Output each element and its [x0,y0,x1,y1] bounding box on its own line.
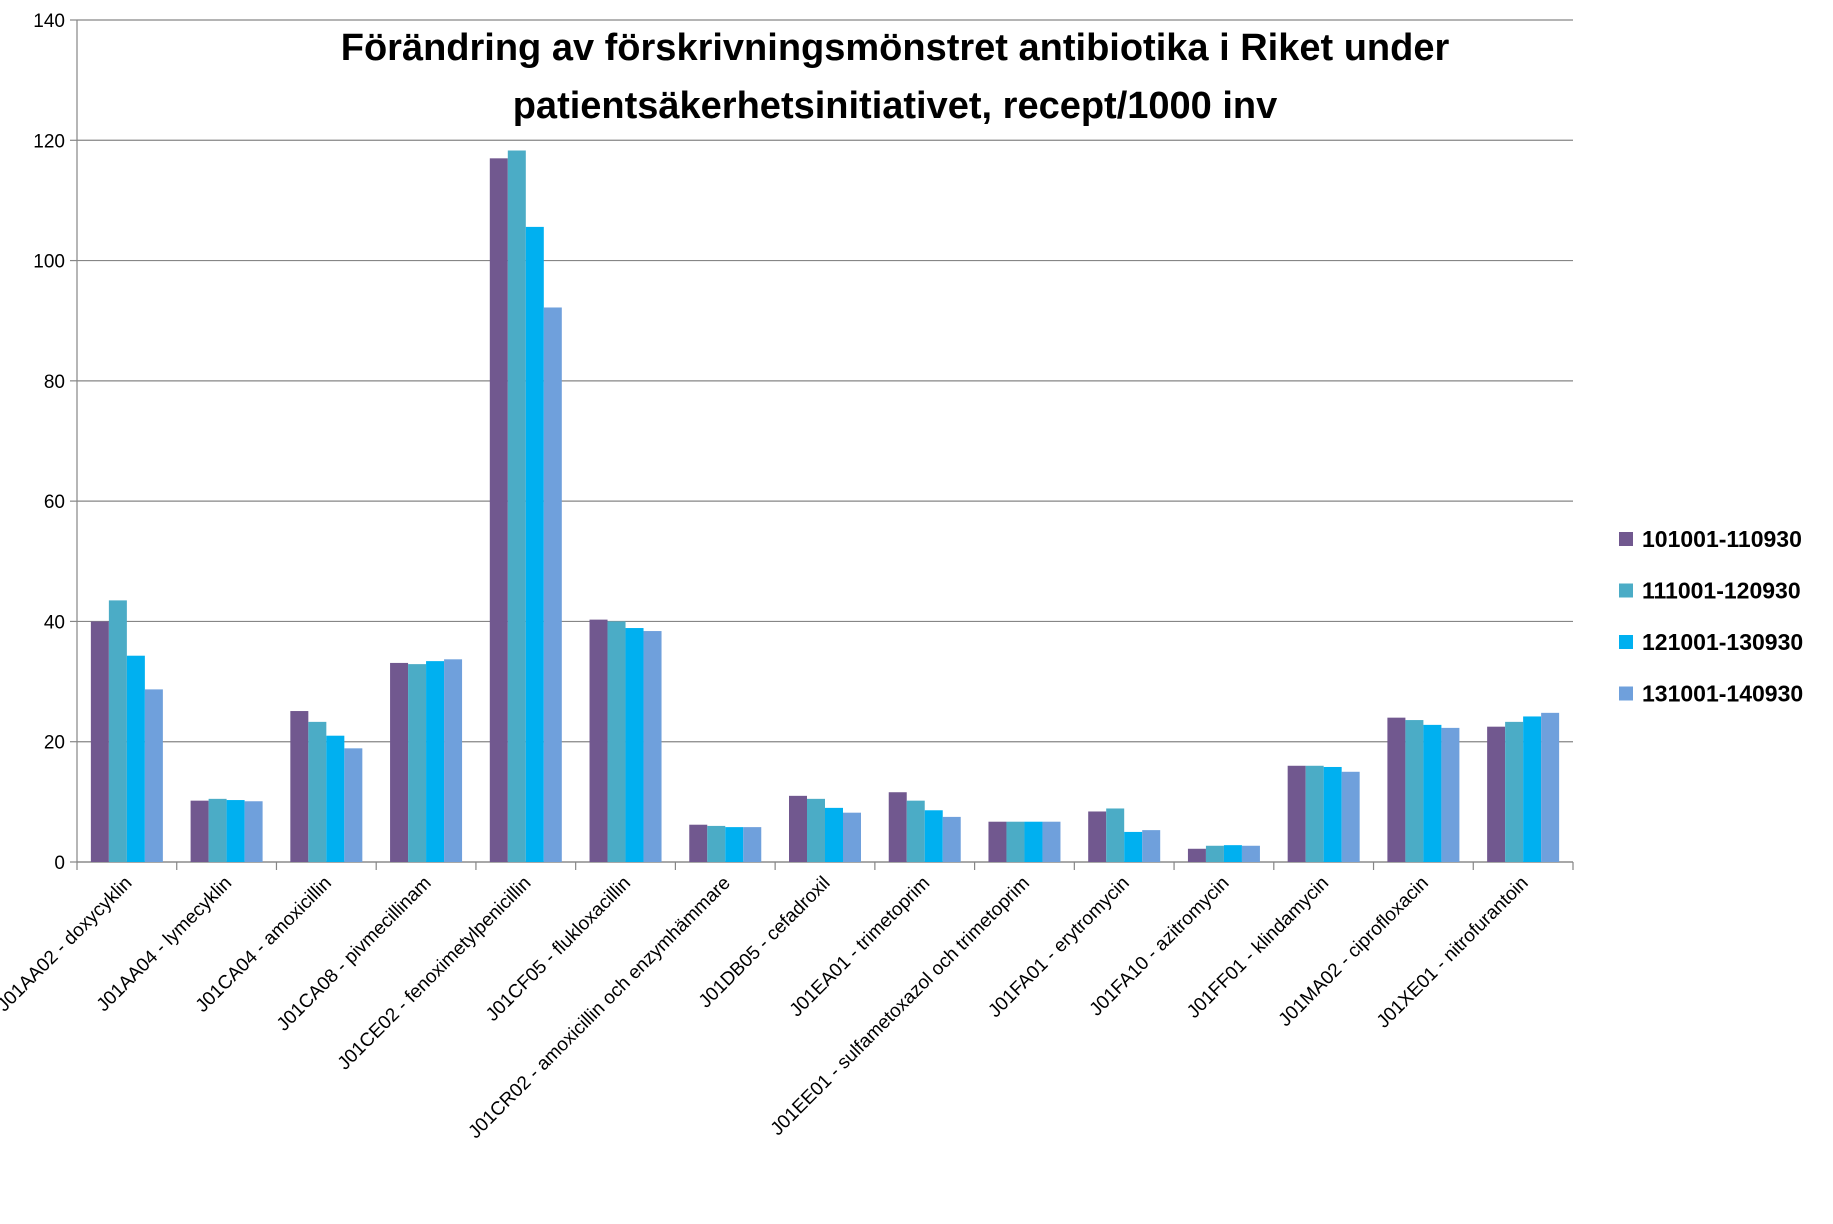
bar [489,158,508,863]
y-tick-label: 40 [44,612,65,633]
bar [942,816,961,862]
bar [1387,717,1406,862]
bar [1024,821,1043,862]
bar [1187,848,1206,862]
bar [689,824,708,862]
bar [507,150,526,862]
bar [924,810,943,862]
y-tick-label: 0 [54,853,65,874]
bar [906,800,925,862]
bar [1142,830,1161,862]
bar [1106,808,1125,862]
x-tick-label: J01CE02 - fenoximetylpenicillin [334,873,536,1075]
y-tick-label: 100 [33,252,65,273]
bar [1487,726,1506,862]
bar [789,795,807,862]
bar [1405,720,1424,862]
bar [244,801,263,862]
bar [444,659,463,862]
bar [643,631,662,862]
bar [308,721,327,862]
bar [589,619,608,862]
chart-title: Förändring av förskrivningsmönstret anti… [341,27,1450,69]
bar [226,800,245,862]
bar [807,798,825,862]
bar [1088,811,1107,862]
bar [390,662,409,862]
bar [1042,821,1061,862]
bar [144,689,163,862]
bar [825,807,843,862]
bar [1505,721,1524,862]
legend-swatch [1619,583,1633,598]
legend-label: 121001-130930 [1642,629,1803,655]
bar [1423,724,1442,862]
bar [1541,712,1560,862]
bar [988,821,1007,862]
bar [326,735,345,862]
bar [1441,727,1460,862]
bar [625,628,644,862]
bar [108,600,127,862]
bar [707,825,726,862]
bar [126,655,145,862]
legend-swatch [1619,635,1633,649]
legend-label: 111001-120930 [1642,578,1801,604]
y-tick-label: 140 [33,11,65,32]
bar [290,711,309,862]
bar [607,621,626,862]
bar [344,748,363,862]
bar [743,827,762,862]
bar [1523,716,1542,862]
chart-title: patientsäkerhetsinitiativet, recept/1000… [513,85,1278,127]
bar [543,307,562,862]
bar [1323,766,1342,862]
bar [843,812,861,862]
bar [888,792,907,862]
legend-label: 101001-110930 [1642,526,1802,552]
bar [208,798,227,862]
y-tick-label: 120 [33,131,65,152]
bar [1006,821,1025,862]
y-tick-label: 80 [44,372,65,393]
y-tick-label: 20 [44,733,65,754]
y-tick-label: 60 [44,492,65,513]
legend-swatch [1619,532,1633,546]
bar [190,800,209,862]
bar [1287,765,1306,862]
bar [426,661,445,862]
legend-swatch [1619,686,1633,701]
bar [1341,771,1360,862]
bar [1205,845,1224,862]
bar [1223,845,1242,862]
bar [1305,765,1324,862]
bar [90,621,109,862]
bar [525,226,544,863]
bar [725,827,744,862]
bar [1124,831,1143,862]
bar [408,664,427,862]
bar [1241,845,1260,862]
legend-label: 131001-140930 [1642,681,1803,707]
